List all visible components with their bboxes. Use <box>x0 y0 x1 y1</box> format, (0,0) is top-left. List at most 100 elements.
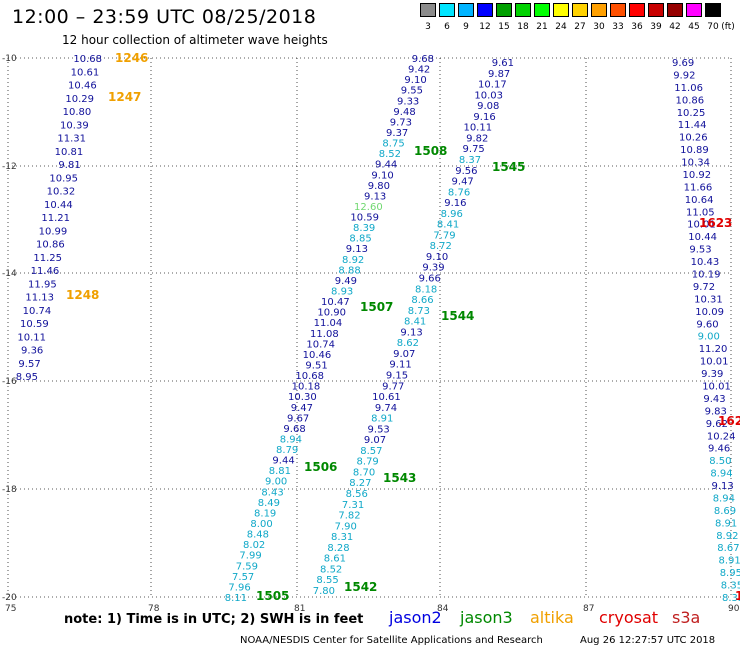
wave-height-value: 10.17 <box>478 80 507 91</box>
wave-height-value: 7.31 <box>342 500 364 511</box>
wave-height-value: 9.13 <box>364 191 386 202</box>
wave-height-value: 8.75 <box>382 139 404 150</box>
wave-height-value: 8.94 <box>710 469 732 480</box>
scale-swatch <box>458 3 474 17</box>
wave-height-value: 9.48 <box>393 107 415 118</box>
wave-height-value: 10.11 <box>17 332 46 343</box>
wave-height-value: 11.04 <box>314 318 343 329</box>
wave-height-value: 8.85 <box>349 234 371 245</box>
scale-swatch <box>439 3 455 17</box>
wave-height-value: 9.47 <box>452 177 474 188</box>
lon-tick-label: 90 <box>728 604 740 614</box>
wave-height-value: 9.00 <box>265 477 287 488</box>
wave-height-value: 9.66 <box>419 274 441 285</box>
wave-height-value: 8.49 <box>258 498 280 509</box>
wave-height-value: 11.31 <box>57 134 86 145</box>
legend-cryosat: cryosat <box>599 608 659 627</box>
wave-height-value: 8.69 <box>714 506 736 517</box>
wave-height-value: 8.19 <box>254 509 276 520</box>
scale-swatch <box>496 3 512 17</box>
pass-id-label: 1543 <box>383 471 416 485</box>
wave-height-value: 8.28 <box>327 543 349 554</box>
scale-label: 30 <box>593 22 605 32</box>
wave-height-value: 8.96 <box>441 209 463 220</box>
scale-swatch <box>705 3 721 17</box>
wave-height-value: 8.62 <box>397 338 419 349</box>
satellite-tracks: 10.68 10.61 10.46 10.29 10.80 10.39 11.31 10.81… <box>16 54 740 604</box>
wave-height-value: 9.08 <box>477 101 499 112</box>
wave-height-value: 8.94 <box>280 435 302 446</box>
wave-height-value: 8.11 <box>225 593 247 604</box>
wave-height-value: 9.43 <box>703 394 725 405</box>
wave-height-value: 8.95 <box>16 372 38 383</box>
wave-height-value: 10.68 <box>295 371 324 382</box>
wave-height-value: 8.39 <box>353 223 375 234</box>
wave-height-value: 10.68 <box>73 54 102 65</box>
scale-swatch <box>420 3 436 17</box>
scale-label: 24 <box>555 22 567 32</box>
wave-height-value: 10.95 <box>49 173 78 184</box>
wave-height-value: 9.44 <box>375 160 397 171</box>
wave-height-value: 9.10 <box>404 75 426 86</box>
wave-height-value: 10.31 <box>694 294 723 305</box>
wave-height-value: 10.11 <box>463 123 492 134</box>
wave-height-value: 9.87 <box>488 69 510 80</box>
wave-height-value: 9.82 <box>466 133 488 144</box>
wave-height-value: 10.01 <box>702 382 731 393</box>
page-title: 12:00 – 23:59 UTC 08/25/2018 <box>12 6 317 28</box>
wave-height-value: 11.21 <box>41 213 70 224</box>
wave-height-value: 11.13 <box>25 293 54 304</box>
wave-height-value: 10.03 <box>474 90 503 101</box>
wave-height-value: 8.56 <box>346 489 368 500</box>
wave-height-value: 8.81 <box>269 466 291 477</box>
wave-height-value: 9.75 <box>463 144 485 155</box>
scale-label: 21 <box>536 22 548 32</box>
wave-height-value: 9.11 <box>389 360 411 371</box>
wave-height-value: 9.68 <box>412 54 434 65</box>
wave-height-value: 9.00 <box>698 332 720 343</box>
wave-height-value: 8.91 <box>719 556 740 567</box>
lon-tick-label: 87 <box>583 604 594 614</box>
wave-height-value: 9.72 <box>693 282 715 293</box>
lon-tick-label: 75 <box>5 604 16 614</box>
wave-height-value: 10.01 <box>687 220 716 231</box>
wave-height-value: 11.20 <box>699 344 728 355</box>
pass-labels: 1246 1247 1248 1508 1545 1507 1544 1506 1543 1505… <box>66 51 740 603</box>
wave-height-value: 9.57 <box>18 359 40 370</box>
wave-height-value: 9.80 <box>368 181 390 192</box>
wave-height-value: 9.92 <box>673 70 695 81</box>
wave-height-value: 10.99 <box>39 226 68 237</box>
wave-height-value: 9.53 <box>689 245 711 256</box>
wave-height-value: 9.10 <box>426 252 448 263</box>
wave-height-value: 7.90 <box>335 521 357 532</box>
wave-height-value: 9.33 <box>397 96 419 107</box>
wave-height-value: 10.19 <box>692 270 721 281</box>
wave-height-value: 9.77 <box>382 381 404 392</box>
lat-tick-label: -10 <box>2 54 17 64</box>
legend-jason2: jason2 <box>389 608 442 627</box>
wave-height-value: 10.92 <box>683 170 712 181</box>
scale-label: 42 <box>669 22 681 32</box>
wave-height-value: 9.10 <box>371 170 393 181</box>
scale-swatch <box>667 3 683 17</box>
wave-height-value: 11.06 <box>674 83 703 94</box>
scale-label: 39 <box>650 22 662 32</box>
wave-height-value: 7.57 <box>232 572 254 583</box>
page-subtitle: 12 hour collection of altimeter wave hei… <box>62 33 328 47</box>
wave-height-value: 11.44 <box>678 120 707 131</box>
wave-height-value: 11.25 <box>33 253 62 264</box>
scale-swatch <box>591 3 607 17</box>
wave-height-value: 9.15 <box>386 371 408 382</box>
wave-height-value: 8.41 <box>437 220 459 231</box>
wave-height-value: 9.55 <box>401 86 423 97</box>
pass-id-label: 1542 <box>344 580 377 594</box>
wave-height-value: 8.02 <box>243 540 265 551</box>
footnote: note: 1) Time is in UTC; 2) SWH is in fe… <box>64 612 364 627</box>
pass-id-label: 1505 <box>256 589 289 603</box>
wave-height-value: 9.16 <box>473 112 495 123</box>
wave-height-value: 10.64 <box>685 195 714 206</box>
axis-tick-labels: 75 78 81 84 87 90 -10 -12 -14 -16 -18 -20 <box>2 54 740 614</box>
wave-height-value: 10.46 <box>303 350 332 361</box>
scale-swatch <box>686 3 702 17</box>
